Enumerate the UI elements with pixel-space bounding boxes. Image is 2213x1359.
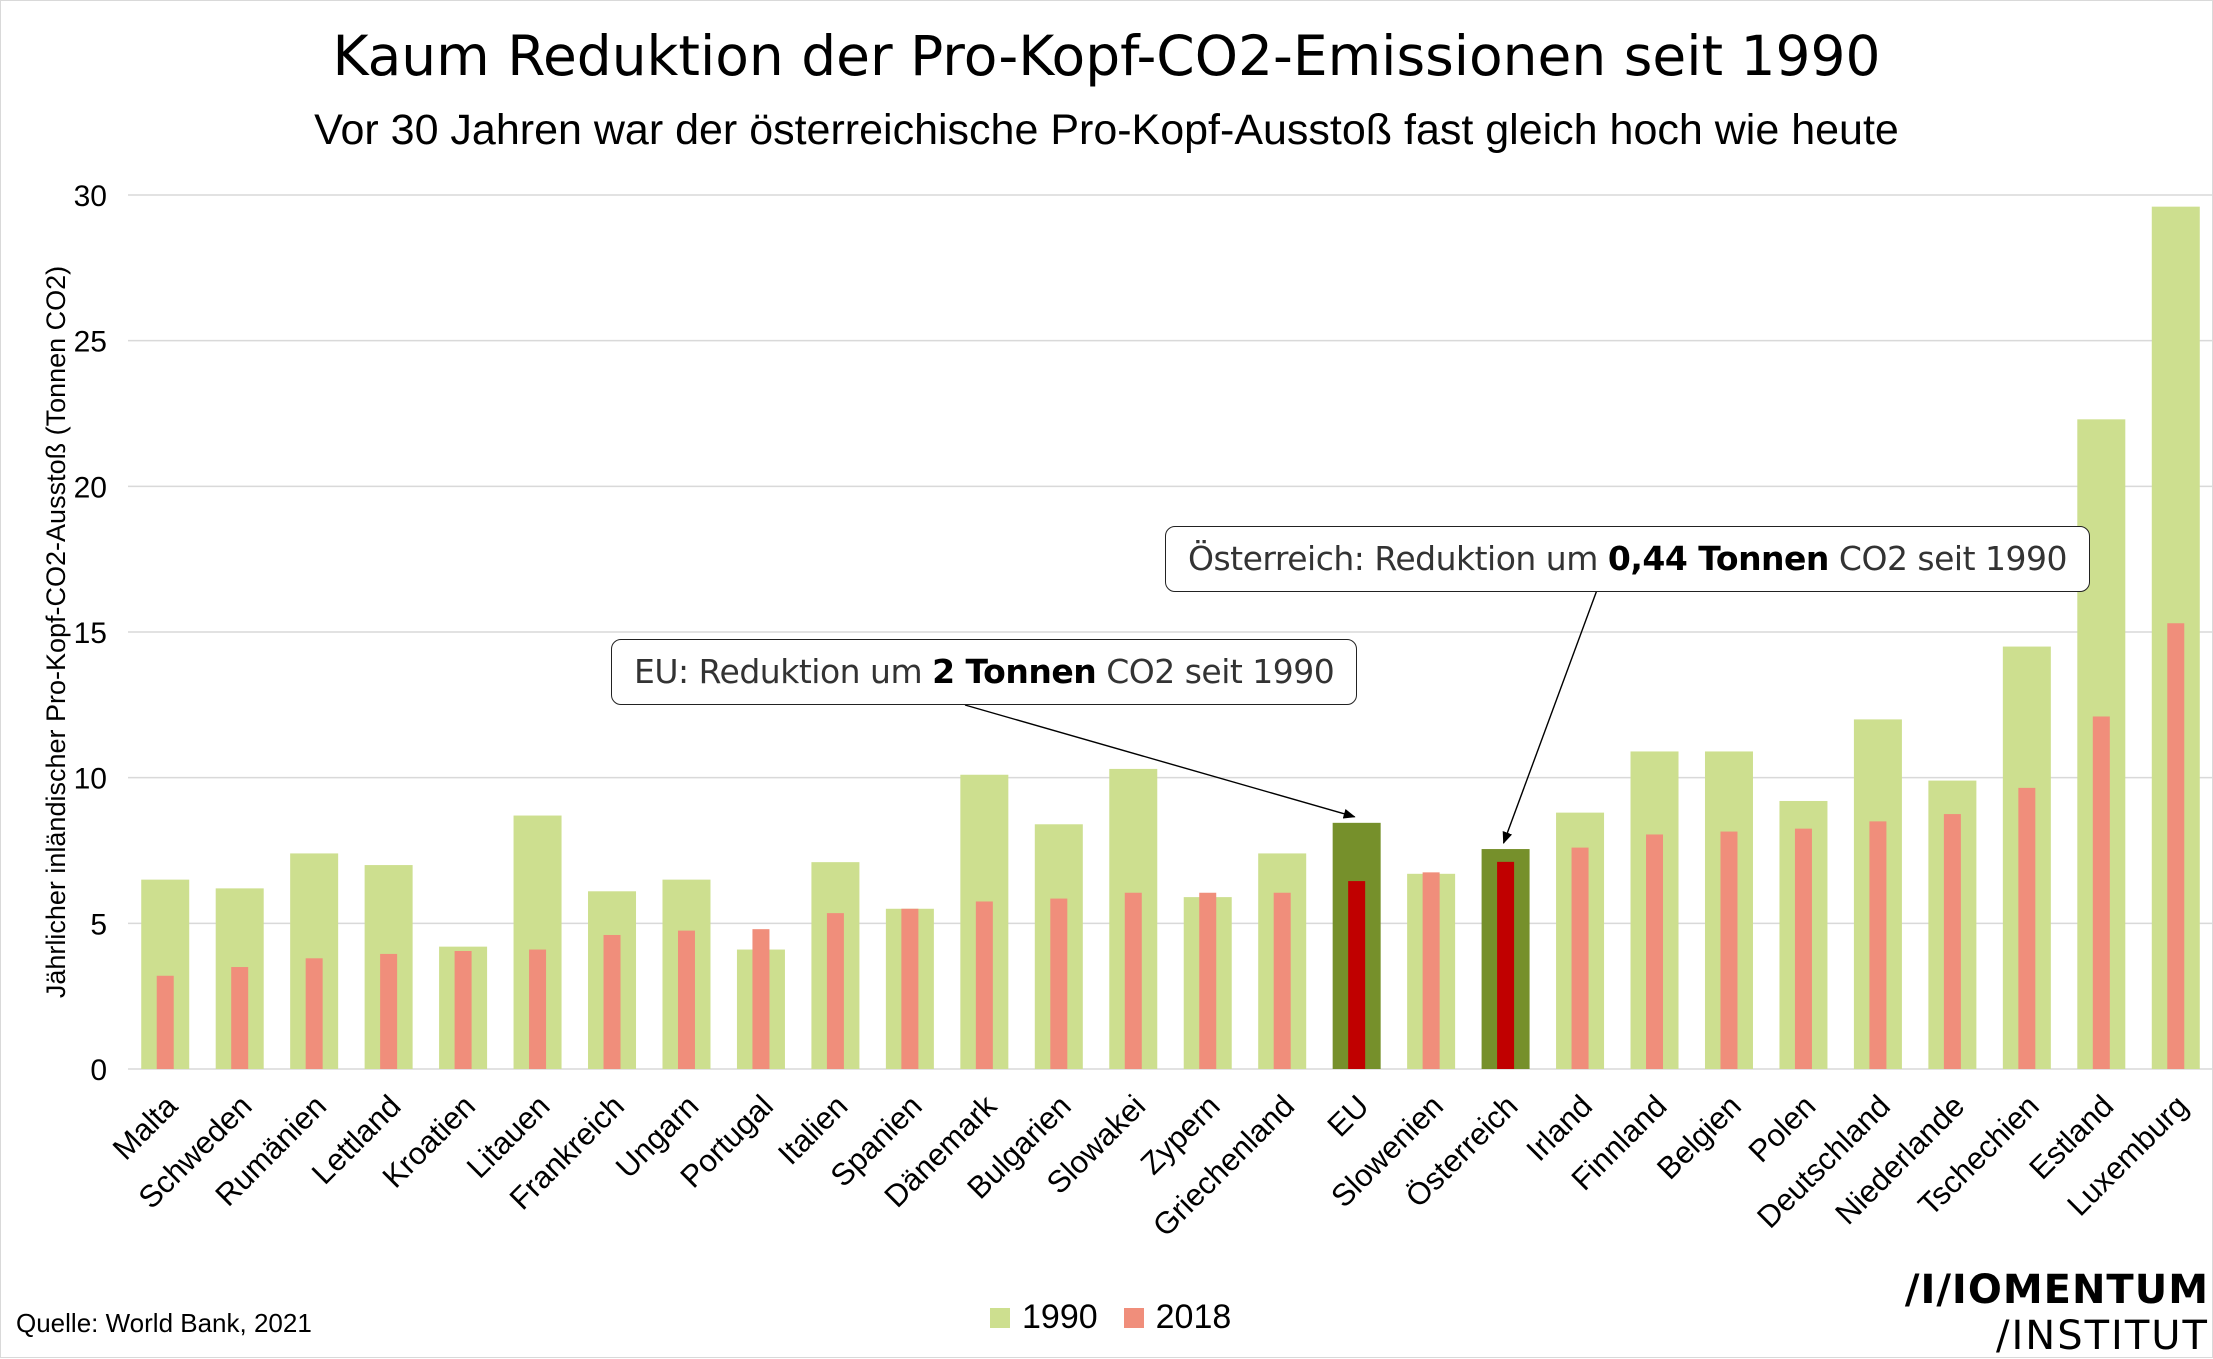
y-tick-label: 15 xyxy=(74,617,107,650)
legend-swatch-1990 xyxy=(990,1307,1010,1328)
y-tick-label: 10 xyxy=(74,763,107,796)
legend-label-2018: 2018 xyxy=(1155,1298,1232,1336)
callout-austria-bold: 0,44 Tonnen xyxy=(1607,539,1830,578)
bar-2018 xyxy=(1646,834,1664,1069)
bar-2018 xyxy=(2167,623,2185,1069)
logo-line-2: /INSTITUT xyxy=(1996,1313,2209,1359)
chart-subtitle: Vor 30 Jahren war der österreichische Pr… xyxy=(314,106,1899,154)
bar-2018 xyxy=(1124,892,1142,1069)
callout-eu: EU: Reduktion um 2 Tonnen CO2 seit 1990 xyxy=(611,639,1358,705)
bar-2018 xyxy=(1720,831,1738,1069)
y-tick-label: 0 xyxy=(90,1054,107,1087)
logo-line-1: /I/IOMENTUM xyxy=(1904,1267,2209,1313)
bar-2018 xyxy=(975,901,993,1069)
momentum-institut-logo: /I/IOMENTUM /INSTITUT xyxy=(1905,1270,2209,1356)
callout-austria: Österreich: Reduktion um 0,44 Tonnen CO2… xyxy=(1165,526,2091,592)
bar-2018 xyxy=(1050,898,1068,1069)
bar-2018 xyxy=(2092,716,2110,1069)
legend-item-2018: 2018 xyxy=(1123,1298,1232,1337)
callout-arrows xyxy=(964,589,1598,844)
bar-2018 xyxy=(1273,892,1291,1069)
callout-austria-suffix: CO2 seit 1990 xyxy=(1828,539,2068,578)
bars xyxy=(141,206,2200,1070)
bar-2018 xyxy=(454,951,472,1069)
callout-eu-prefix: EU: Reduktion um xyxy=(634,652,933,691)
callout-austria-prefix: Österreich: Reduktion um xyxy=(1188,539,1608,578)
bar-2018 xyxy=(1869,821,1887,1069)
bar-2018 xyxy=(231,967,249,1069)
bar-2018 xyxy=(305,958,323,1069)
bar-2018 xyxy=(677,930,695,1069)
bar-2018 xyxy=(1348,881,1366,1069)
y-tick-label: 30 xyxy=(74,180,107,213)
legend-label-1990: 1990 xyxy=(1022,1298,1098,1336)
bar-2018 xyxy=(1497,861,1515,1069)
bar-2018 xyxy=(1794,828,1812,1069)
y-tick-label: 25 xyxy=(74,326,107,359)
bar-2018 xyxy=(752,929,770,1069)
y-axis-label: Jährlicher inländischer Pro-Kopf-CO2-Aus… xyxy=(41,266,71,998)
legend-item-1990: 1990 xyxy=(990,1298,1098,1337)
chart-title: Kaum Reduktion der Pro-Kopf-CO2-Emission… xyxy=(332,24,1881,88)
bar-2018 xyxy=(1422,872,1440,1069)
callout-eu-bold: 2 Tonnen xyxy=(932,652,1097,691)
bar-2018 xyxy=(901,908,919,1069)
x-tick-label: Belgien xyxy=(1650,1088,1748,1186)
bar-2018 xyxy=(2018,787,2036,1069)
bar-2018 xyxy=(603,934,621,1069)
bar-2018 xyxy=(1571,847,1589,1069)
bar-2018 xyxy=(380,953,398,1069)
y-tick-label: 5 xyxy=(90,908,107,941)
bar-2018 xyxy=(1199,892,1217,1069)
arrow-eu xyxy=(964,704,1356,819)
legend-swatch-2018 xyxy=(1123,1307,1144,1328)
callout-eu-suffix: CO2 seit 1990 xyxy=(1096,652,1335,691)
x-axis-labels: MaltaSchwedenRumänienLettlandKroatienLit… xyxy=(106,1088,2195,1244)
x-tick-label: EU xyxy=(1320,1088,1375,1143)
bar-2018 xyxy=(826,913,844,1069)
legend: 1990 2018 xyxy=(990,1298,1257,1337)
source-note: Quelle: World Bank, 2021 xyxy=(16,1308,312,1338)
bar-2018 xyxy=(156,975,174,1069)
y-tick-label: 20 xyxy=(74,471,107,504)
bar-2018 xyxy=(529,949,547,1069)
y-axis-ticks: 0 5 10 15 20 25 30 xyxy=(74,180,107,1087)
bar-2018 xyxy=(1943,814,1961,1069)
arrow-austria xyxy=(1502,589,1598,844)
